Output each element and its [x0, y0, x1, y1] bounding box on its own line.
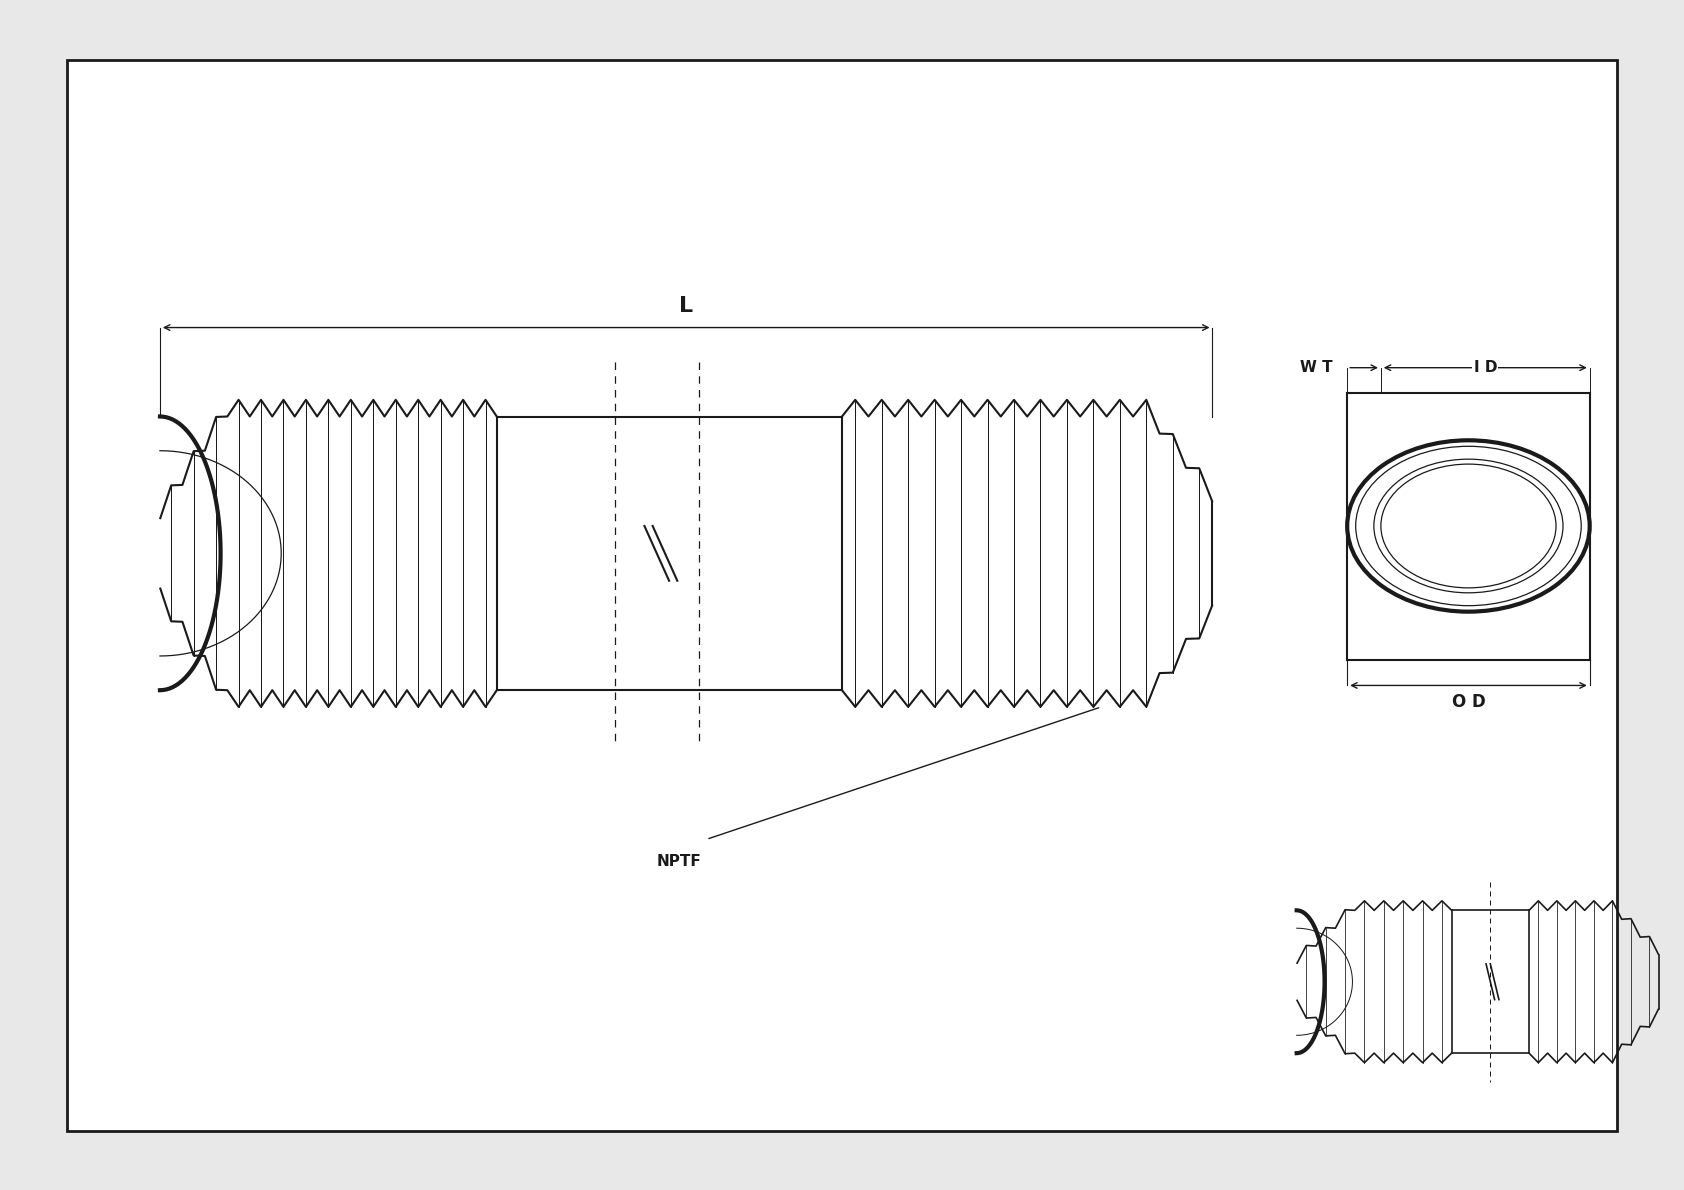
Text: NPTF: NPTF	[657, 854, 701, 870]
FancyBboxPatch shape	[67, 60, 1617, 1130]
Text: L: L	[679, 295, 694, 315]
Text: O D: O D	[1452, 694, 1485, 712]
Text: W T: W T	[1300, 361, 1332, 375]
Text: I D: I D	[1474, 361, 1497, 375]
